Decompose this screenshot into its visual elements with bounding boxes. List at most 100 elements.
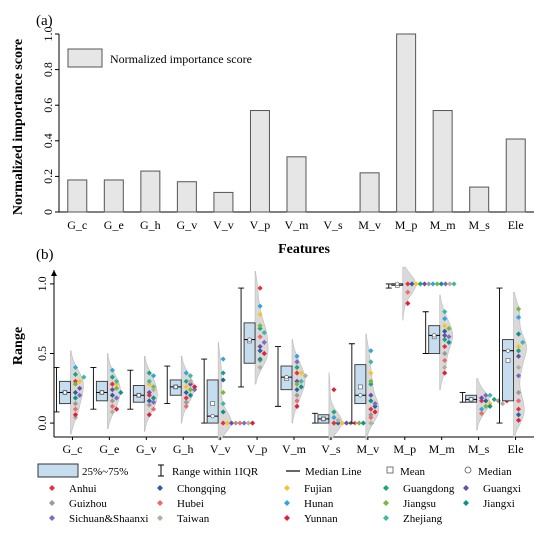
bar-v-v (213, 191, 234, 213)
point-ele-hunan (515, 314, 522, 320)
panel-a-x-tick-label: Ele (508, 218, 524, 232)
panel-b-y-tick-label: 0.0 (35, 416, 49, 431)
point-ele-sichuan-shaanxi (515, 373, 522, 379)
panel-b-x-tick-label: M_p (393, 442, 416, 456)
point-g-v-anhui (146, 392, 152, 398)
point-g-e-guangxi (109, 387, 115, 393)
violin-v-v (217, 342, 232, 441)
legend-marker-zhejiang (383, 515, 389, 521)
violin-g-v (144, 355, 158, 432)
point-m-s-sichuan-shaanxi (483, 392, 489, 398)
point-v-m-zhejiang (298, 378, 304, 384)
legend-label-guangxi: Guangxi (483, 483, 521, 495)
panel-b-x-tick-label: G_v (136, 442, 157, 456)
point-v-p-hunan (257, 303, 263, 309)
median-marker-g-e (99, 390, 104, 395)
panel-a-x-axis-label: Features (278, 242, 330, 257)
point-g-v-taiwan (150, 387, 157, 393)
bar-g-e (103, 179, 124, 213)
point-m-p-jiangsu (434, 281, 440, 287)
point-m-v-sichuan-shaanxi (372, 401, 378, 407)
whisker-g-h (164, 365, 171, 405)
point-v-m-hunan (294, 353, 300, 359)
legend-label-hubei: Hubei (177, 498, 204, 510)
point-v-m-fujian (298, 370, 304, 376)
median-marker-m-m (432, 333, 437, 338)
point-g-c-guangxi (77, 385, 83, 391)
point-m-m-guizhou (442, 350, 448, 357)
point-g-e-guizhou (109, 398, 115, 404)
point-ele-jiangsu (515, 306, 522, 312)
bar-m-v (359, 172, 380, 213)
panel-b-y-tick-label: 0.5 (35, 346, 49, 361)
median-marker-m-p (395, 281, 400, 287)
panel-b-x-tick-label: V_v (210, 442, 231, 456)
point-m-v-fujian (368, 370, 374, 376)
point-v-s-anhui (331, 420, 337, 426)
legend-marker-guangdong (383, 485, 389, 491)
point-g-h-jiangsu (187, 387, 194, 393)
bar-m-s (469, 186, 490, 213)
point-g-v-zhejiang (146, 378, 152, 384)
point-g-e-chongqing (109, 392, 115, 398)
panel-b-x-tick-label: M_v (357, 442, 380, 456)
point-v-v-yunnan (249, 420, 256, 426)
median-marker-v-m (284, 375, 289, 380)
legend-marker-fujian (284, 485, 290, 491)
point-ele-guangxi (515, 353, 522, 359)
median-marker-v-p (247, 337, 252, 342)
violin-m-s (476, 378, 490, 431)
point-v-p-yunnan (261, 350, 267, 357)
panel-a-x-tick-label: M_m (430, 218, 457, 232)
point-g-e-jiangsu (113, 385, 120, 391)
panel-b-legend: 25%~75% Range within 1IQR Median Line Me… (37, 463, 521, 525)
legend-label-guizhou: Guizhou (69, 498, 107, 510)
point-m-p-chongqing (409, 281, 415, 287)
panel-b-x-tick-label: M_s (468, 442, 490, 456)
point-v-v-chongqing (220, 377, 226, 383)
median-marker-g-c (62, 390, 68, 395)
point-ele-guizhou (515, 389, 522, 396)
point-ele-fujian (515, 343, 522, 350)
panel-a-x-tick-label: M_s (469, 218, 491, 232)
point-g-h-hunan (183, 370, 189, 376)
bar-ele (505, 138, 526, 213)
point-g-e-hubei (109, 403, 115, 409)
point-m-p-zhejiang (451, 281, 457, 287)
point-v-m-jiangxi (298, 384, 304, 390)
point-m-p-guangxi (421, 281, 428, 287)
legend-label-sichuan-shaanxi: Sichuan&Shaanxi (69, 513, 148, 525)
point-v-v-jiangxi (220, 409, 226, 415)
point-v-p-fujian (257, 311, 263, 318)
legend-marker-yunnan (284, 515, 290, 521)
point-v-m-guizhou (294, 392, 300, 398)
point-m-p-hunan (430, 281, 436, 287)
legend-label-guangdong: Guangdong (403, 483, 455, 495)
bar-chart-panel-a: 0 0.2 0.4 0.6 0.8 1.0 G_c G_e G_h G_v V_v V_p V_m V_s… (41, 27, 534, 232)
panel-b-y-axis-label: Range (11, 327, 26, 365)
legend-swatch-box (37, 463, 79, 478)
legend-label-whisker: Range within 1IQR (172, 466, 259, 478)
point-m-s-guangdong (491, 396, 497, 403)
point-v-m-yunnan (294, 403, 300, 409)
point-m-v-yunnan (372, 409, 378, 415)
panel-a-y-tick-label: 0 (41, 209, 55, 215)
median-marker-m-v (358, 393, 363, 398)
point-v-s-yunnan (331, 387, 337, 393)
point-g-c-taiwan (72, 414, 79, 421)
point-v-m-guangxi (294, 378, 300, 384)
point-v-m-guangdong (294, 364, 300, 371)
legend-label-yunnan: Yunnan (304, 513, 338, 525)
point-g-c-fujian (77, 378, 83, 384)
point-m-v-chongqing (372, 403, 378, 409)
point-g-c-sichuan-shaanxi (77, 392, 83, 398)
legend-marker-guizhou (49, 500, 55, 506)
point-ele-hubei (515, 398, 522, 404)
panel-a-y-tick-label: 0.4 (41, 133, 55, 148)
point-g-h-jiangxi (187, 392, 194, 398)
panel-a-x-tick-label: G_v (177, 218, 198, 232)
point-g-v-chongqing (146, 398, 152, 404)
point-g-c-anhui (72, 378, 79, 384)
point-m-p-sichuan-shaanxi (442, 281, 449, 287)
panel-b-x-tick-label: V_s (321, 442, 341, 456)
